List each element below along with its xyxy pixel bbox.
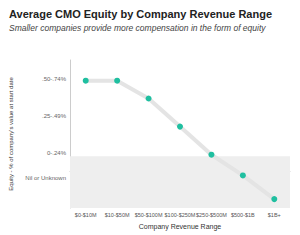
svg-text:.25-.49%: .25-.49% bbox=[42, 113, 67, 119]
svg-text:Equity - % of company's value: Equity - % of company's value at start d… bbox=[8, 77, 14, 191]
svg-text:Nil or Unknown: Nil or Unknown bbox=[25, 175, 66, 181]
svg-text:$250-$500M: $250-$500M bbox=[196, 212, 227, 218]
svg-text:$100-$250M: $100-$250M bbox=[165, 212, 196, 218]
svg-text:$500-$1B: $500-$1B bbox=[231, 212, 255, 218]
svg-text:0-.24%: 0-.24% bbox=[47, 150, 67, 156]
svg-text:Company Revenue Range: Company Revenue Range bbox=[139, 223, 222, 231]
svg-text:Smaller companies provide more: Smaller companies provide more compensat… bbox=[9, 23, 266, 33]
svg-text:.50-.74%: .50-.74% bbox=[42, 76, 67, 82]
svg-text:$50-$100M: $50-$100M bbox=[135, 212, 163, 218]
svg-text:Average CMO Equity by Company: Average CMO Equity by Company Revenue Ra… bbox=[9, 8, 272, 20]
svg-text:$0-$10M: $0-$10M bbox=[75, 212, 97, 218]
svg-text:$1B+: $1B+ bbox=[268, 212, 281, 218]
svg-text:$10-$50M: $10-$50M bbox=[105, 212, 130, 218]
